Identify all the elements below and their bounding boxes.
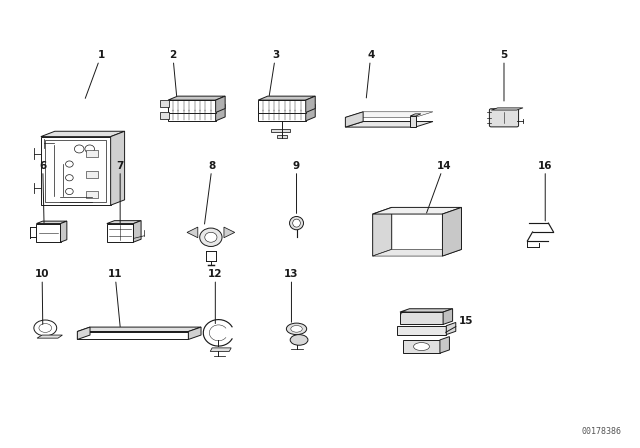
Polygon shape — [161, 100, 170, 107]
Text: 3: 3 — [269, 50, 279, 96]
Bar — [86, 171, 98, 178]
Text: 8: 8 — [205, 161, 216, 224]
Polygon shape — [211, 348, 231, 351]
Polygon shape — [111, 131, 125, 205]
Ellipse shape — [290, 335, 308, 345]
Polygon shape — [77, 327, 90, 340]
Text: 1: 1 — [85, 50, 105, 99]
Text: 11: 11 — [108, 269, 122, 327]
Polygon shape — [372, 207, 461, 214]
Polygon shape — [271, 129, 290, 132]
Polygon shape — [372, 250, 461, 256]
Polygon shape — [306, 96, 316, 112]
Polygon shape — [37, 335, 63, 338]
Polygon shape — [161, 112, 170, 119]
Polygon shape — [168, 108, 216, 121]
Text: 15: 15 — [445, 316, 473, 332]
Polygon shape — [400, 309, 452, 312]
Text: 5: 5 — [500, 50, 508, 101]
Text: 00178386: 00178386 — [581, 427, 621, 436]
Text: 2: 2 — [169, 50, 177, 96]
Polygon shape — [216, 96, 225, 112]
Ellipse shape — [289, 216, 303, 230]
Polygon shape — [443, 309, 452, 324]
Polygon shape — [224, 227, 235, 238]
Polygon shape — [403, 340, 440, 353]
Text: 7: 7 — [116, 161, 124, 223]
FancyBboxPatch shape — [490, 109, 518, 127]
Polygon shape — [107, 224, 134, 242]
Polygon shape — [410, 116, 416, 127]
Polygon shape — [168, 104, 225, 108]
Polygon shape — [346, 112, 433, 117]
Polygon shape — [188, 327, 201, 340]
Polygon shape — [258, 108, 306, 121]
Text: 16: 16 — [538, 161, 552, 221]
Polygon shape — [187, 227, 198, 238]
Polygon shape — [168, 96, 225, 100]
Ellipse shape — [292, 219, 300, 227]
Polygon shape — [440, 336, 449, 353]
Polygon shape — [168, 100, 216, 112]
Ellipse shape — [286, 323, 307, 335]
Polygon shape — [400, 312, 443, 324]
Polygon shape — [107, 220, 141, 224]
Polygon shape — [442, 207, 461, 256]
Polygon shape — [258, 96, 316, 100]
Polygon shape — [258, 104, 316, 108]
Text: 9: 9 — [293, 161, 300, 213]
Polygon shape — [77, 332, 188, 340]
Polygon shape — [346, 112, 363, 127]
Polygon shape — [446, 323, 456, 335]
Polygon shape — [134, 220, 141, 242]
Polygon shape — [36, 221, 67, 224]
Bar — [86, 150, 98, 157]
Polygon shape — [410, 114, 421, 116]
Bar — [86, 191, 98, 198]
Polygon shape — [41, 137, 111, 205]
Polygon shape — [77, 327, 201, 332]
Polygon shape — [277, 135, 287, 138]
Polygon shape — [258, 100, 306, 112]
Polygon shape — [36, 224, 61, 242]
Polygon shape — [492, 108, 523, 110]
Bar — [45, 140, 106, 202]
Text: 13: 13 — [284, 269, 299, 322]
Polygon shape — [346, 121, 433, 127]
Ellipse shape — [291, 326, 302, 332]
Text: 14: 14 — [427, 161, 451, 213]
Polygon shape — [372, 207, 392, 256]
Ellipse shape — [200, 228, 222, 246]
Polygon shape — [216, 104, 225, 121]
Polygon shape — [397, 326, 446, 335]
Ellipse shape — [413, 343, 429, 350]
Text: 6: 6 — [39, 161, 46, 223]
Text: 12: 12 — [208, 269, 223, 323]
Text: 4: 4 — [366, 50, 374, 98]
Polygon shape — [61, 221, 67, 242]
Polygon shape — [41, 131, 125, 137]
Text: 10: 10 — [35, 269, 49, 324]
Polygon shape — [306, 104, 316, 121]
Ellipse shape — [205, 233, 217, 242]
